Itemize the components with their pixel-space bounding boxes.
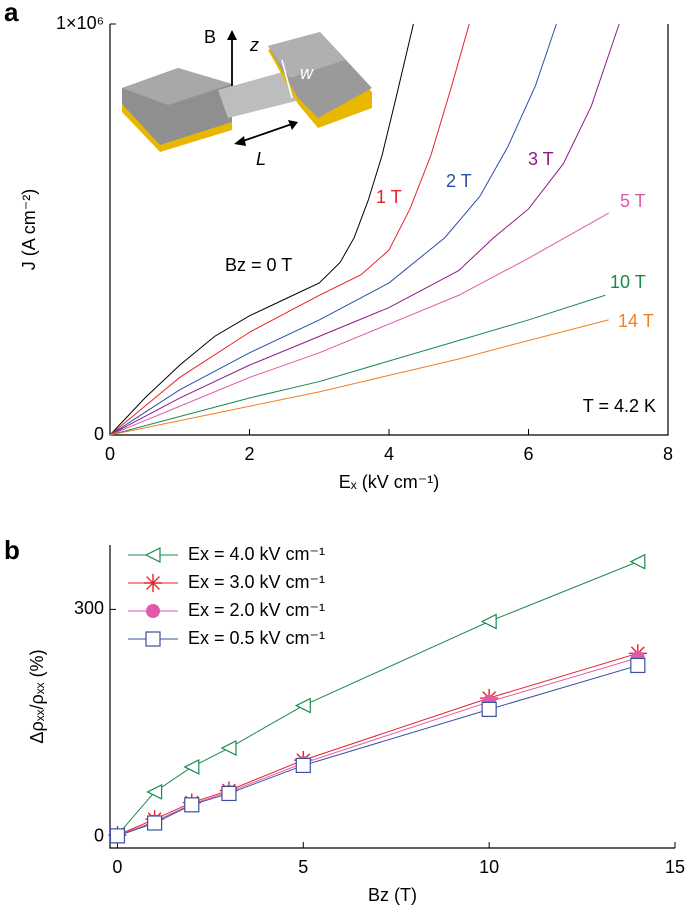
marker [220,740,237,756]
x-tick-label: 0 [105,444,115,464]
device-inset: B z w L [122,27,372,169]
series-label: 5 T [620,191,646,211]
x-axis-label: Bz (T) [368,885,417,905]
panel-letter: a [4,0,19,27]
inset-label: w [300,63,314,83]
y-axis-label: J (A cm⁻²) [19,189,39,271]
marker [630,657,646,674]
inset-label: B [204,27,216,47]
legend-marker [143,573,163,593]
series-line [109,23,414,436]
marker [480,613,497,630]
y-tick-label: 1×10⁶ [56,13,104,33]
y-tick-label: 0 [94,424,104,444]
x-axis-label: Eₓ (kV cm⁻¹) [339,472,439,492]
legend-marker [146,604,160,618]
y-tick-label: 0 [94,825,104,845]
legend-marker [144,547,161,563]
legend-marker [145,631,161,647]
series-line [109,23,470,436]
inset-label: L [256,149,266,169]
x-tick-label: 2 [244,444,254,464]
x-tick-label: 5 [298,857,308,877]
inset-label: z [249,35,259,55]
x-tick-label: 4 [384,444,394,464]
series-label: 10 T [610,272,646,292]
series-line [109,23,620,436]
marker [184,797,200,813]
panel-letter: b [4,535,20,565]
axis-frame [109,545,675,849]
y-axis-label: Δρₓₓ/ρₓₓ (%) [27,649,47,743]
x-tick-label: 15 [665,857,685,877]
x-tick-label: 8 [663,444,673,464]
legend-label: Ex = 3.0 kV cm⁻¹ [188,572,325,592]
series-label: 2 T [446,171,472,191]
marker [294,697,311,714]
y-tick-label: 300 [74,598,104,618]
series-label: 3 T [528,149,554,169]
marker [146,783,163,800]
legend-label: Ex = 4.0 kV cm⁻¹ [188,544,325,564]
marker [109,828,126,844]
x-tick-label: 0 [112,857,122,877]
legend-label: Ex = 0.5 kV cm⁻¹ [188,628,325,648]
series-line [109,23,557,436]
x-tick-label: 10 [479,857,499,877]
marker [183,758,200,775]
x-tick-label: 6 [523,444,533,464]
series-line [109,319,609,436]
marker [221,785,237,802]
series-line [109,212,609,436]
marker [481,701,497,717]
series-label: 1 T [376,187,402,207]
annotation: T = 4.2 K [583,396,656,416]
marker [629,553,646,570]
series-label: Bz = 0 T [225,255,292,275]
series-label: 14 T [618,311,654,331]
marker [295,757,311,774]
series-line [109,294,606,436]
marker [147,815,163,831]
legend-label: Ex = 2.0 kV cm⁻¹ [188,600,325,620]
